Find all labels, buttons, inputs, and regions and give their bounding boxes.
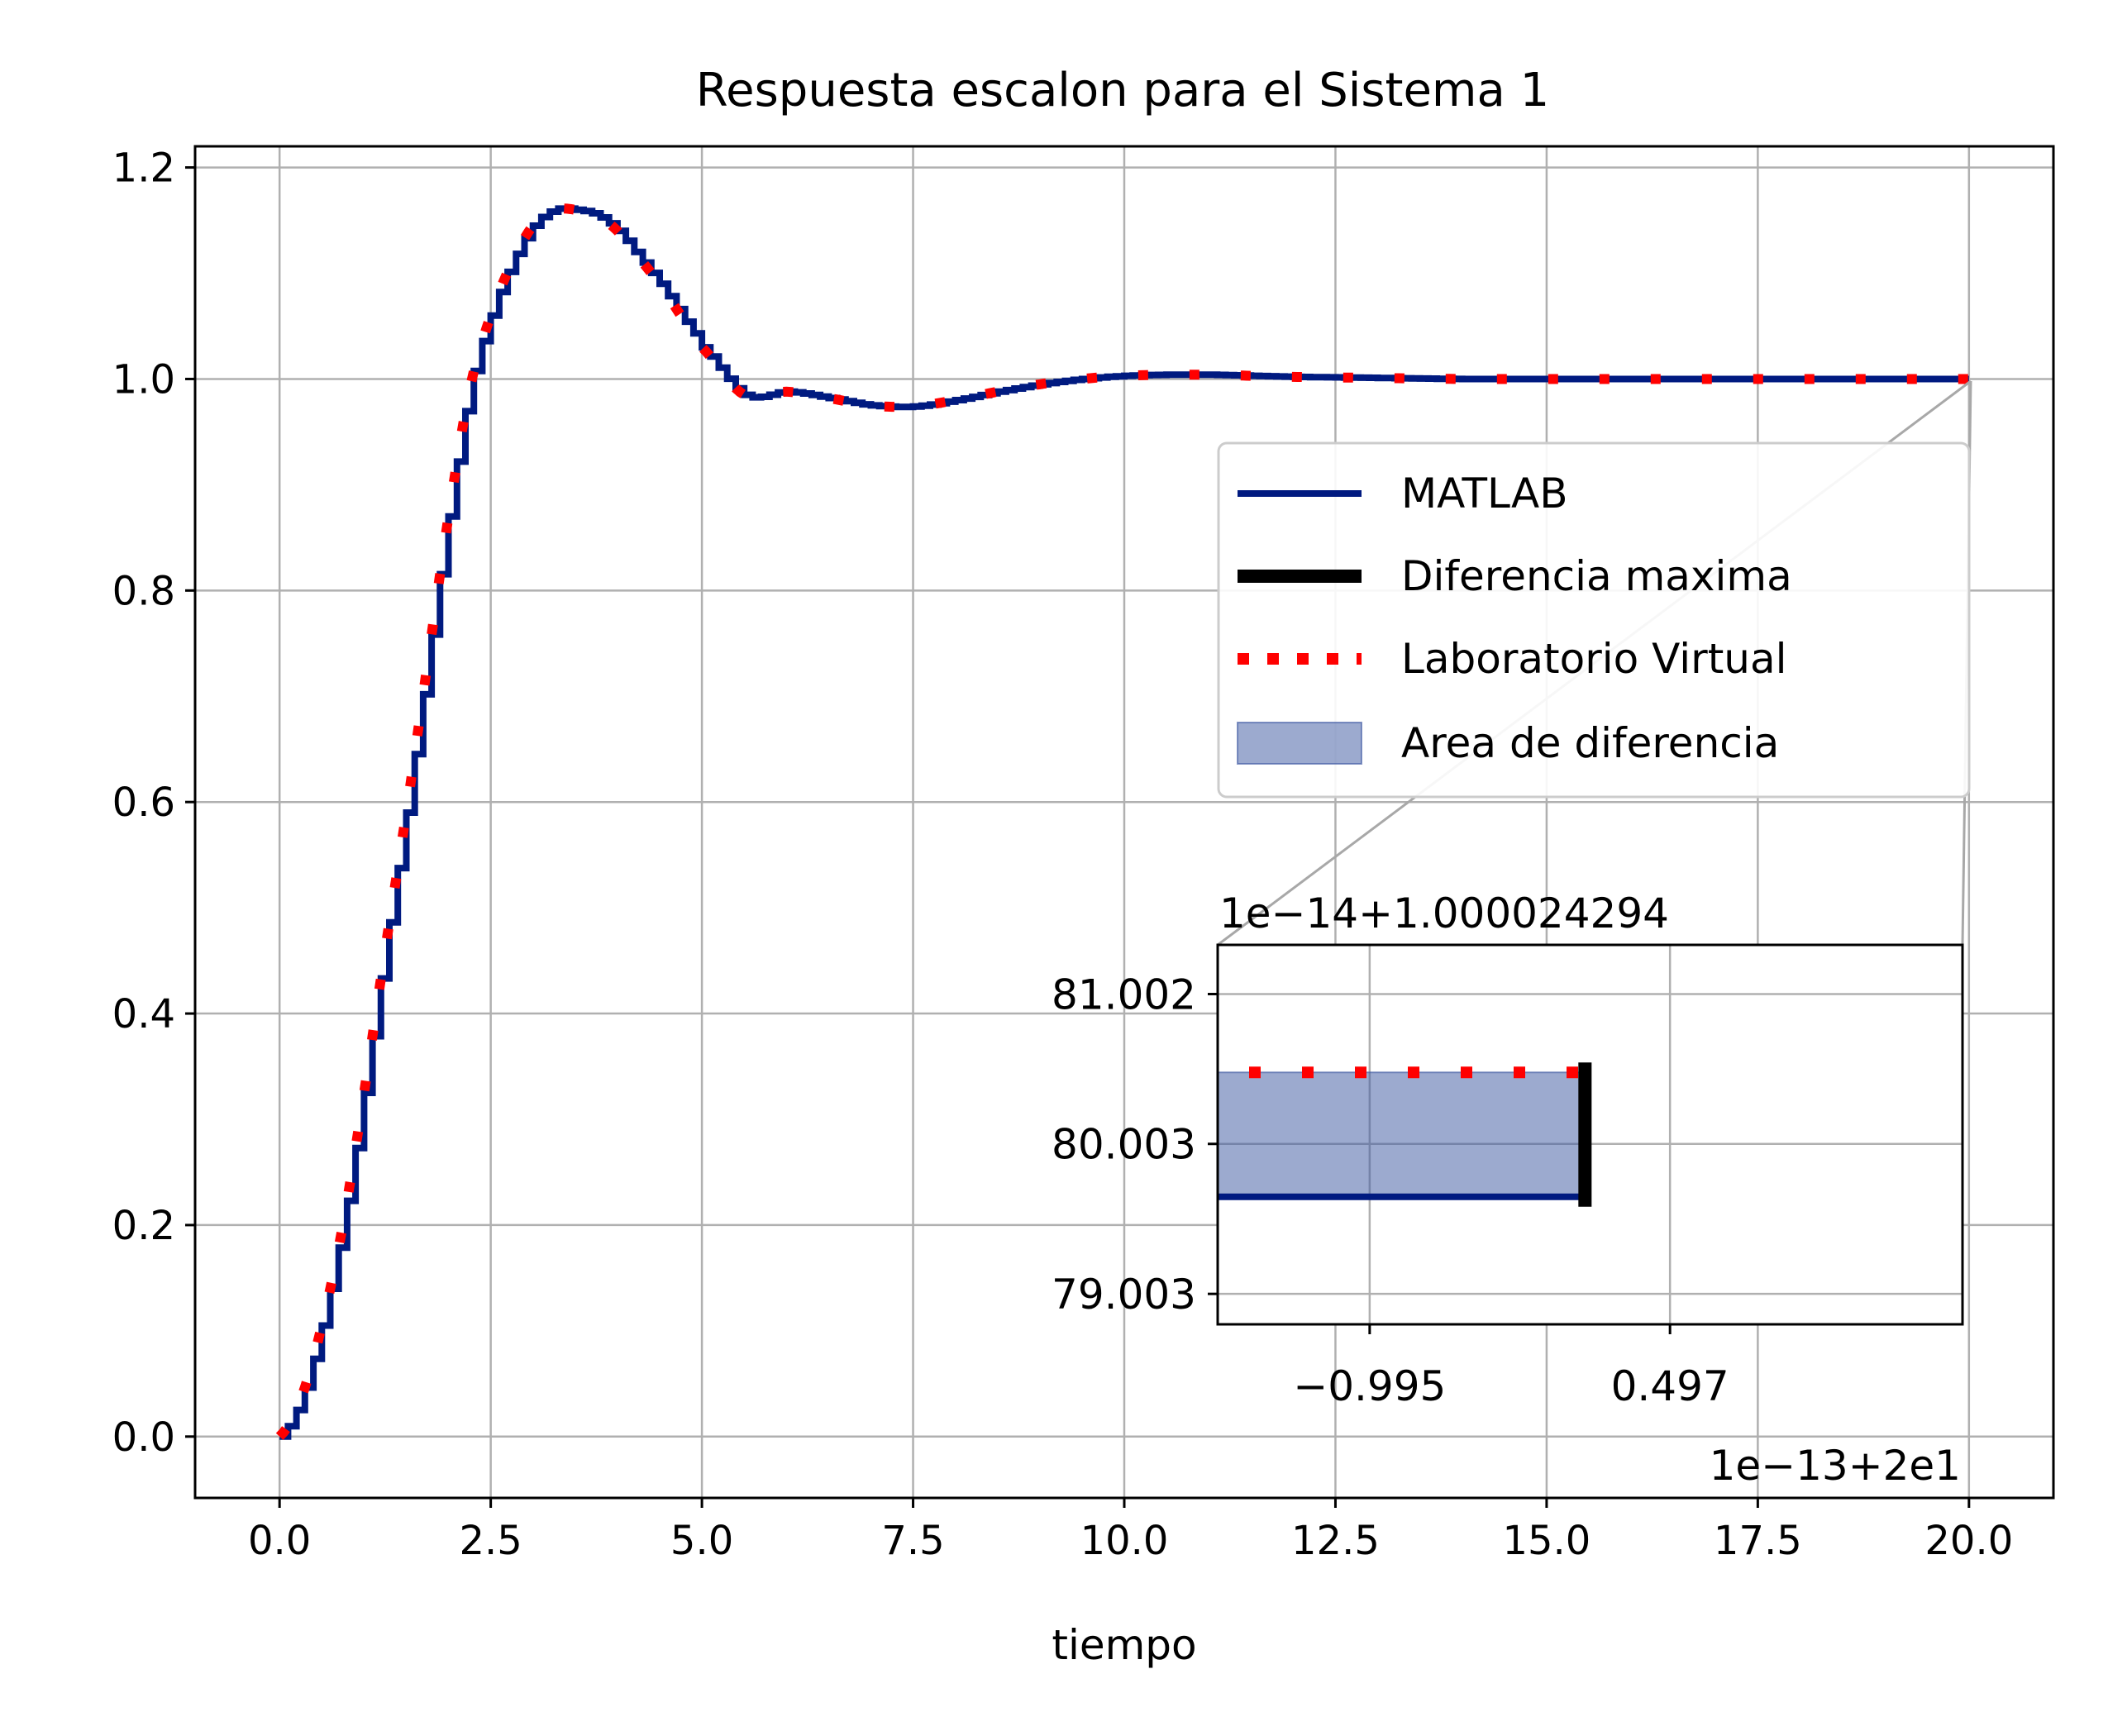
y-tick-label: 0.0 <box>112 1414 175 1461</box>
x-tick-label: 15.0 <box>1502 1518 1591 1564</box>
inset-series <box>1218 1062 1585 1207</box>
x-tick-label: 5.0 <box>670 1518 733 1564</box>
svg-text:Area de diferencia: Area de diferencia <box>1401 719 1779 767</box>
y-tick-label: 0.8 <box>112 568 175 614</box>
y-tick-label: 0.6 <box>112 780 175 826</box>
inset-x-tick-label: 0.497 <box>1611 1362 1729 1410</box>
y-tick-label: 0.4 <box>112 991 175 1037</box>
y-tick-label: 0.2 <box>112 1203 175 1249</box>
inset-y-tick-label: 81.002 <box>1052 971 1196 1019</box>
x-tick-label: 2.5 <box>459 1518 522 1564</box>
legend-item-area-de-diferencia: Area de diferencia <box>1238 719 1779 767</box>
x-tick-label: 0.0 <box>248 1518 311 1564</box>
y-tick-label: 1.2 <box>112 145 175 192</box>
x-tick-label: 10.0 <box>1080 1518 1169 1564</box>
x-tick-label: 12.5 <box>1291 1518 1380 1564</box>
inset-x-tick-label: −0.995 <box>1293 1362 1446 1410</box>
legend: MATLAB Diferencia maxima Laboratorio Vir… <box>1219 443 1969 797</box>
y-tick-label: 1.0 <box>112 356 175 403</box>
inset-y-tick-label: 79.003 <box>1052 1271 1196 1319</box>
inset-area-de-diferencia <box>1218 1072 1580 1197</box>
x-tick-label: 17.5 <box>1714 1518 1802 1564</box>
inset-x-offset-label: 1e−13+2e1 <box>1710 1442 1961 1490</box>
x-tick-label: 7.5 <box>881 1518 944 1564</box>
x-tick-label: 20.0 <box>1924 1518 2013 1564</box>
chart-title: Respuesta escalon para el Sistema 1 <box>696 64 1549 117</box>
svg-text:Diferencia maxima: Diferencia maxima <box>1401 552 1792 600</box>
inset-y-tick-label: 80.003 <box>1052 1121 1196 1169</box>
inset-y-offset-label: 1e−14+1.000024294 <box>1219 889 1669 937</box>
svg-text:MATLAB: MATLAB <box>1401 470 1568 517</box>
svg-text:Laboratorio Virtual: Laboratorio Virtual <box>1401 635 1787 683</box>
x-axis-label: tiempo <box>1052 1621 1196 1669</box>
